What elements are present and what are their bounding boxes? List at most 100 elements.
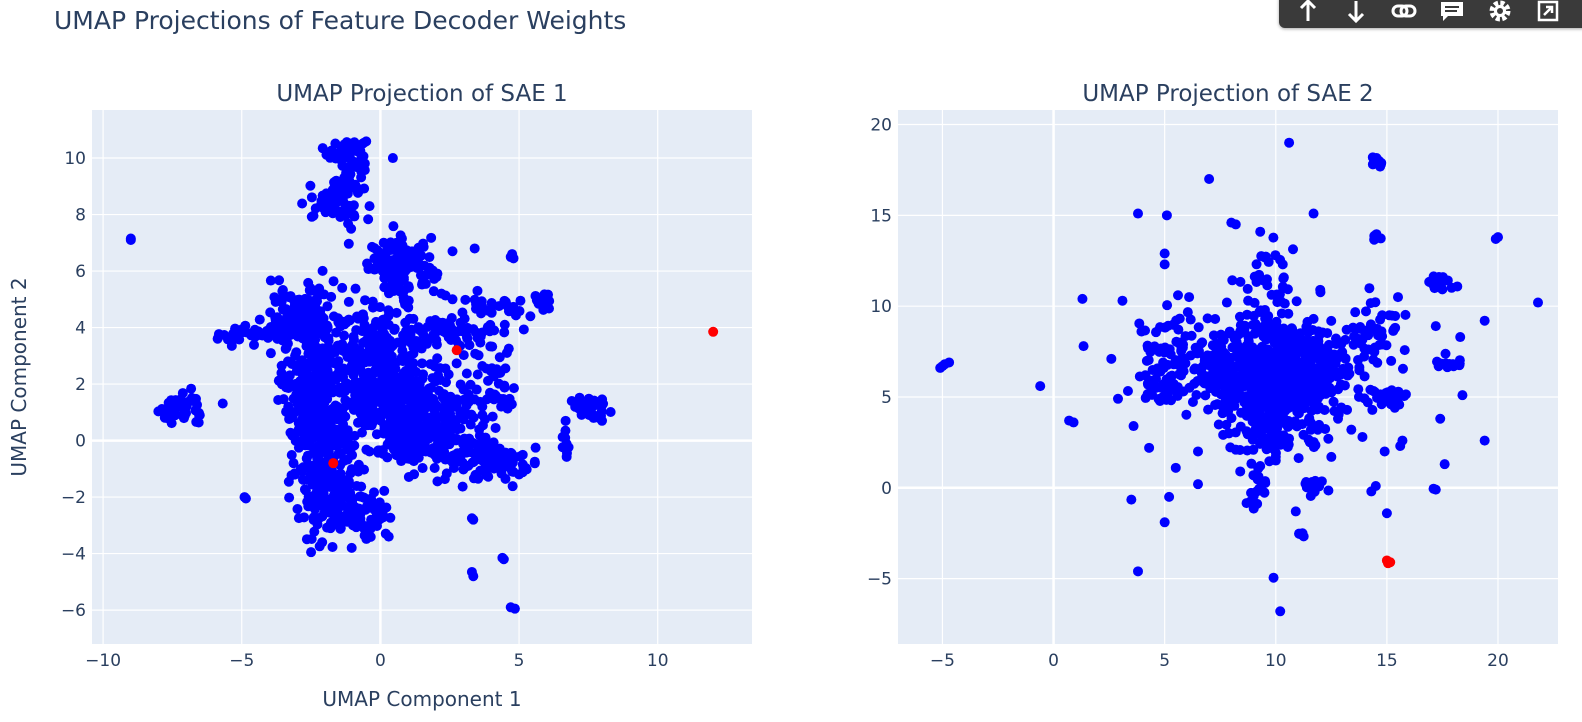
scatter-point[interactable] bbox=[508, 301, 519, 312]
scatter-point[interactable] bbox=[368, 394, 379, 405]
scatter-point[interactable] bbox=[1230, 444, 1241, 455]
scatter-point[interactable] bbox=[363, 367, 374, 378]
scatter-point[interactable] bbox=[1479, 315, 1490, 326]
scatter-point[interactable] bbox=[1323, 485, 1334, 496]
scatter-point[interactable] bbox=[597, 415, 608, 426]
scatter-point[interactable] bbox=[411, 397, 422, 408]
scatter-point[interactable] bbox=[323, 507, 334, 518]
scatter-point[interactable] bbox=[400, 317, 411, 328]
scatter-point[interactable] bbox=[1251, 377, 1262, 388]
scatter-point[interactable] bbox=[1268, 382, 1279, 393]
scatter-point[interactable] bbox=[343, 238, 354, 249]
scatter-point[interactable] bbox=[1184, 292, 1195, 303]
scatter-point[interactable] bbox=[359, 492, 370, 503]
scatter-point[interactable] bbox=[1165, 349, 1176, 360]
scatter-point[interactable] bbox=[1430, 484, 1441, 495]
scatter-point[interactable] bbox=[426, 232, 437, 243]
scatter-point[interactable] bbox=[1313, 401, 1324, 412]
scatter-point[interactable] bbox=[457, 307, 468, 318]
scatter-point[interactable] bbox=[301, 534, 312, 545]
scatter-point[interactable] bbox=[460, 462, 471, 473]
scatter-point[interactable] bbox=[370, 344, 381, 355]
scatter-point[interactable] bbox=[1248, 490, 1259, 501]
scatter-point[interactable] bbox=[1170, 462, 1181, 473]
scatter-point[interactable] bbox=[1265, 333, 1276, 344]
scatter-point[interactable] bbox=[1235, 325, 1246, 336]
scatter-point[interactable] bbox=[1068, 417, 1079, 428]
scatter-point[interactable] bbox=[447, 294, 458, 305]
scatter-point[interactable] bbox=[1262, 323, 1273, 334]
scatter-point[interactable] bbox=[1241, 498, 1252, 509]
scatter-point[interactable] bbox=[1302, 382, 1313, 393]
scatter-point[interactable] bbox=[411, 257, 422, 268]
scatter-point[interactable] bbox=[1298, 357, 1309, 368]
scatter-point[interactable] bbox=[325, 523, 336, 534]
scatter-point[interactable] bbox=[403, 302, 414, 313]
scatter-point[interactable] bbox=[1323, 433, 1334, 444]
scatter-point[interactable] bbox=[1257, 435, 1268, 446]
scatter-point[interactable] bbox=[1331, 339, 1342, 350]
scatter-point[interactable] bbox=[1354, 362, 1365, 373]
scatter-point[interactable] bbox=[439, 414, 450, 425]
scatter-point[interactable] bbox=[254, 314, 265, 325]
scatter-point[interactable] bbox=[1152, 363, 1163, 374]
scatter-point[interactable] bbox=[340, 173, 351, 184]
scatter-point[interactable] bbox=[389, 324, 400, 335]
scatter-point[interactable] bbox=[487, 341, 498, 352]
scatter-point[interactable] bbox=[1226, 413, 1237, 424]
scatter-point[interactable] bbox=[311, 383, 322, 394]
scatter-point[interactable] bbox=[1244, 331, 1255, 342]
scatter-point[interactable] bbox=[461, 368, 472, 379]
scatter-point[interactable] bbox=[312, 291, 323, 302]
scatter-point[interactable] bbox=[1210, 314, 1221, 325]
scatter-point[interactable] bbox=[1308, 208, 1319, 219]
scatter-point[interactable] bbox=[1335, 379, 1346, 390]
scatter-point[interactable] bbox=[1381, 508, 1392, 519]
scatter-point[interactable] bbox=[274, 275, 285, 286]
scatter-point[interactable] bbox=[235, 327, 246, 338]
scatter-point[interactable] bbox=[429, 361, 440, 372]
scatter-point[interactable] bbox=[360, 295, 371, 306]
scatter-point[interactable] bbox=[301, 438, 312, 449]
scatter-point[interactable] bbox=[348, 340, 359, 351]
scatter-point[interactable] bbox=[1242, 445, 1253, 456]
scatter-point[interactable] bbox=[406, 433, 417, 444]
scatter-point[interactable] bbox=[1286, 323, 1297, 334]
scatter-point[interactable] bbox=[408, 358, 419, 369]
scatter-point[interactable] bbox=[329, 179, 340, 190]
scatter-point[interactable] bbox=[1133, 566, 1143, 577]
scatter-point[interactable] bbox=[303, 277, 314, 288]
scatter-point[interactable] bbox=[1275, 339, 1286, 350]
scatter-point[interactable] bbox=[494, 352, 505, 363]
scatter-point[interactable] bbox=[284, 492, 295, 503]
scatter-point[interactable] bbox=[1397, 363, 1408, 374]
scatter-point[interactable] bbox=[392, 265, 403, 276]
scatter-point[interactable] bbox=[1309, 486, 1320, 497]
scatter-point[interactable] bbox=[359, 319, 370, 330]
scatter-point[interactable] bbox=[1144, 442, 1155, 453]
scatter-point[interactable] bbox=[350, 183, 361, 194]
scatter-point[interactable] bbox=[382, 452, 393, 463]
scatter-point[interactable] bbox=[403, 471, 414, 482]
scatter-point[interactable] bbox=[339, 199, 350, 210]
scatter-point[interactable] bbox=[417, 463, 428, 474]
scatter-point[interactable] bbox=[217, 398, 228, 409]
scatter-point[interactable] bbox=[477, 361, 488, 372]
scatter-point[interactable] bbox=[1232, 339, 1243, 350]
scatter-point[interactable] bbox=[388, 388, 399, 399]
scatter-point[interactable] bbox=[353, 158, 364, 169]
scatter-point[interactable] bbox=[1204, 174, 1215, 185]
scatter-point[interactable] bbox=[300, 411, 311, 422]
scatter-point[interactable] bbox=[1128, 421, 1139, 432]
scatter-point[interactable] bbox=[379, 420, 390, 431]
scatter-point[interactable] bbox=[457, 481, 468, 492]
scatter-point[interactable] bbox=[1260, 252, 1271, 263]
scatter-point[interactable] bbox=[1200, 390, 1211, 401]
scatter-point[interactable] bbox=[488, 394, 499, 405]
scatter-point[interactable] bbox=[584, 410, 595, 421]
scatter-point[interactable] bbox=[421, 269, 432, 280]
scatter-point[interactable] bbox=[323, 446, 334, 457]
scatter-point[interactable] bbox=[1173, 324, 1184, 335]
scatter-point[interactable] bbox=[475, 396, 486, 407]
scatter-point[interactable] bbox=[443, 325, 454, 336]
